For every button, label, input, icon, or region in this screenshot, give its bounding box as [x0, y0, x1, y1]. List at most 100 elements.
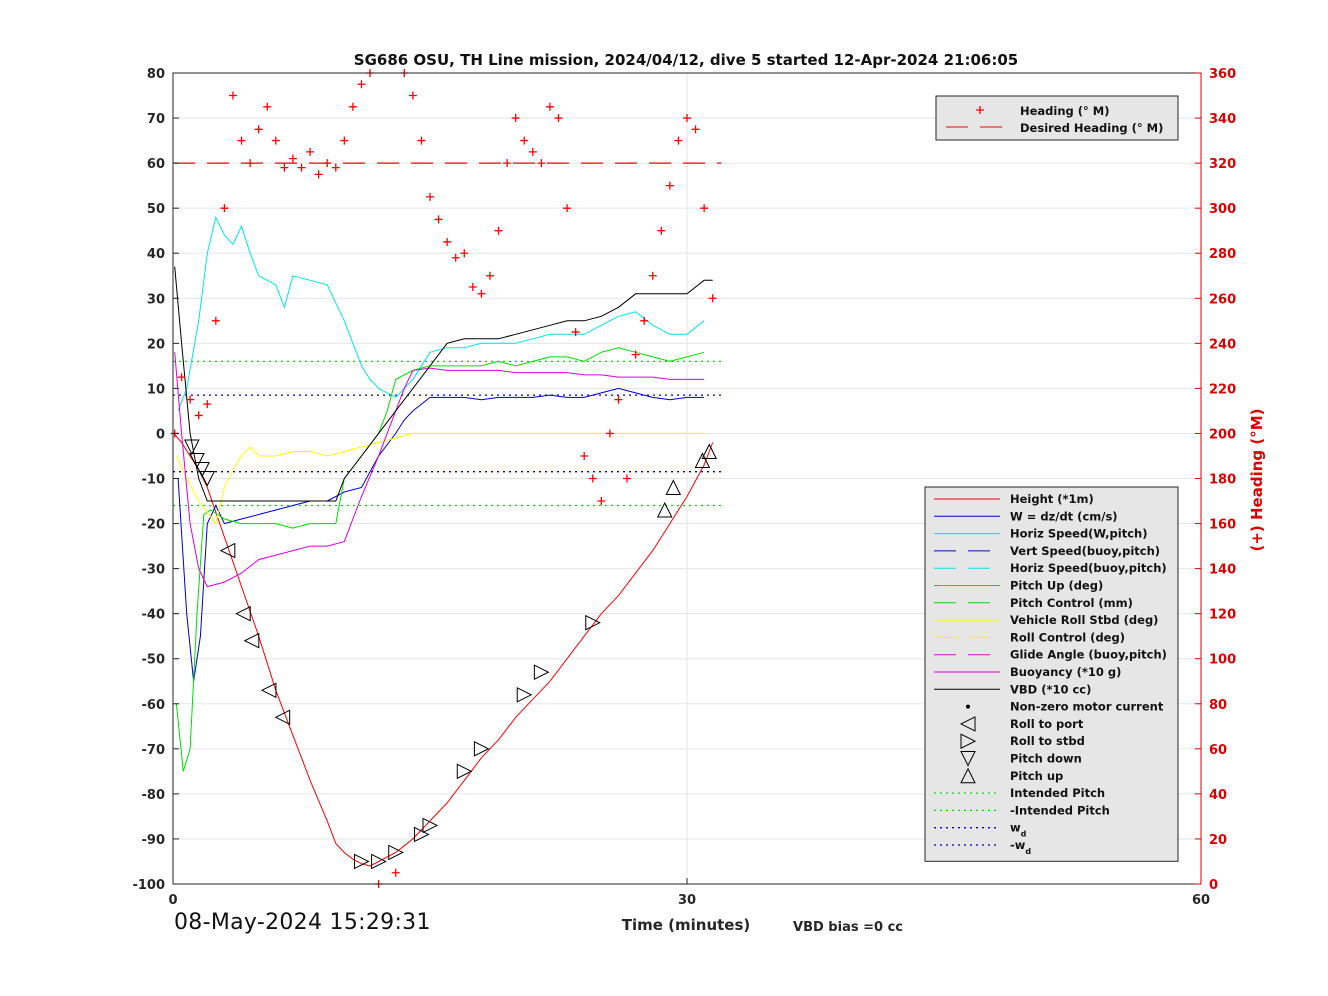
heading-point — [580, 451, 589, 460]
roll-to-stbd-marker — [388, 844, 404, 861]
heading-point — [700, 204, 709, 213]
heading-point — [588, 474, 597, 483]
roll-to-stbd-marker — [353, 853, 370, 870]
heading-point — [237, 136, 246, 145]
roll-to-stbd-marker — [456, 763, 473, 780]
heading-point — [648, 271, 657, 280]
legend-symbol — [959, 716, 976, 732]
heading-point — [271, 136, 280, 145]
y-tick-label: -70 — [142, 743, 166, 758]
heading-point — [426, 192, 434, 201]
y2-tick-label: 20 — [1209, 833, 1227, 848]
y-tick-label: 40 — [147, 247, 165, 262]
y2-tick-label: 160 — [1209, 518, 1236, 533]
series-line — [177, 387, 705, 682]
chart-title: SG686 OSU, TH Line mission, 2024/04/12, … — [354, 51, 1018, 69]
legend-label: Roll Control (deg) — [1010, 630, 1125, 644]
heading-point — [485, 271, 494, 280]
heading-point — [194, 411, 203, 420]
heading-point — [623, 474, 632, 483]
right-axis-label: (+) Heading (°M) — [1248, 408, 1266, 551]
y2-tick-label: 60 — [1209, 743, 1227, 758]
heading-point — [520, 136, 529, 145]
legend-symbol — [960, 733, 977, 750]
legend-heading-label: Heading (° M) — [1020, 104, 1110, 118]
timestamp: 08-May-2024 15:29:31 — [174, 910, 431, 935]
legend-label: Horiz Speed(W,pitch) — [1010, 527, 1147, 541]
heading-point — [614, 395, 623, 404]
y-tick-label: -50 — [142, 653, 166, 668]
roll-to-port-marker — [260, 682, 277, 699]
y2-tick-label: 0 — [1209, 878, 1218, 893]
y2-tick-label: 40 — [1209, 788, 1227, 803]
legend-symbol — [960, 767, 976, 784]
heading-point — [211, 316, 220, 325]
heading-point — [460, 249, 469, 258]
pitch-up-marker — [665, 479, 682, 496]
y-tick-label: -20 — [142, 518, 166, 533]
legend-symbol — [966, 704, 970, 709]
heading-point — [528, 147, 537, 156]
heading-point — [323, 159, 332, 168]
y-tick-label: -30 — [142, 563, 166, 578]
x-tick-label: 0 — [168, 893, 177, 908]
heading-point — [443, 237, 452, 246]
heading-point — [545, 102, 554, 111]
heading-point — [263, 102, 272, 111]
roll-to-port-marker — [235, 605, 251, 622]
y2-tick-label: 80 — [1209, 698, 1227, 713]
y-tick-label: 20 — [147, 337, 165, 352]
axes: -100-90-80-70-60-50-40-30-20-10010203040… — [132, 67, 1236, 908]
vbd-bias-label: VBD bias =0 cc — [793, 920, 903, 935]
y-tick-label: 50 — [147, 202, 165, 217]
roll-to-stbd-marker — [516, 686, 533, 703]
heading-point — [554, 114, 563, 123]
x-axis-label: Time (minutes) — [622, 916, 751, 934]
heading-point — [331, 163, 340, 172]
legend-label: Pitch Control (mm) — [1010, 596, 1133, 610]
pitch-up-marker — [701, 443, 718, 459]
legend-label: Roll to port — [1010, 717, 1084, 731]
heading-point — [605, 429, 614, 438]
heading-point — [408, 91, 417, 100]
heading-point — [691, 125, 700, 134]
reference-lines — [173, 162, 722, 507]
heading-point — [511, 114, 520, 123]
y-tick-label: -40 — [142, 608, 166, 623]
legend-label: Horiz Speed(buoy,pitch) — [1010, 561, 1167, 575]
pitch-up-marker — [656, 501, 673, 518]
y2-tick-label: 300 — [1209, 202, 1236, 217]
roll-to-port-marker — [219, 542, 236, 559]
x-tick-label: 60 — [1192, 893, 1210, 908]
legend-main: Height (*1m) W = dz/dt (cm/s) Horiz Speed(… — [924, 486, 1179, 862]
legend-label: Pitch up — [1010, 769, 1063, 783]
heading-point — [451, 253, 460, 262]
heading-point — [340, 136, 349, 145]
y2-tick-label: 220 — [1209, 382, 1236, 397]
heading-point — [417, 136, 426, 145]
legend-label: W = dz/dt (cm/s) — [1010, 509, 1118, 523]
heading-point — [314, 170, 323, 179]
legend-main-box — [924, 486, 1179, 862]
heading-point — [177, 373, 186, 382]
pitch-down-marker — [199, 471, 216, 487]
series-line — [177, 215, 705, 412]
pitch-down-marker — [194, 461, 210, 478]
legend-heading-box — [935, 95, 1179, 141]
legend-label: Glide Angle (buoy,pitch) — [1010, 648, 1167, 662]
heading-point — [391, 868, 400, 877]
y-tick-label: 70 — [147, 112, 165, 127]
legend-heading-symbol — [976, 106, 984, 114]
roll-to-stbd-marker — [585, 614, 601, 631]
heading-point — [246, 159, 255, 168]
heading-point — [597, 497, 606, 506]
series-line — [174, 352, 705, 588]
heading-point — [254, 125, 263, 134]
y-tick-label: -60 — [142, 698, 166, 713]
pitch-up-marker — [694, 452, 711, 468]
heading-point — [674, 136, 683, 145]
legend-label: VBD (*10 cc) — [1010, 682, 1091, 696]
legend-label: Pitch Up (deg) — [1010, 579, 1103, 593]
legend-label: Buoyancy (*10 g) — [1010, 665, 1121, 679]
